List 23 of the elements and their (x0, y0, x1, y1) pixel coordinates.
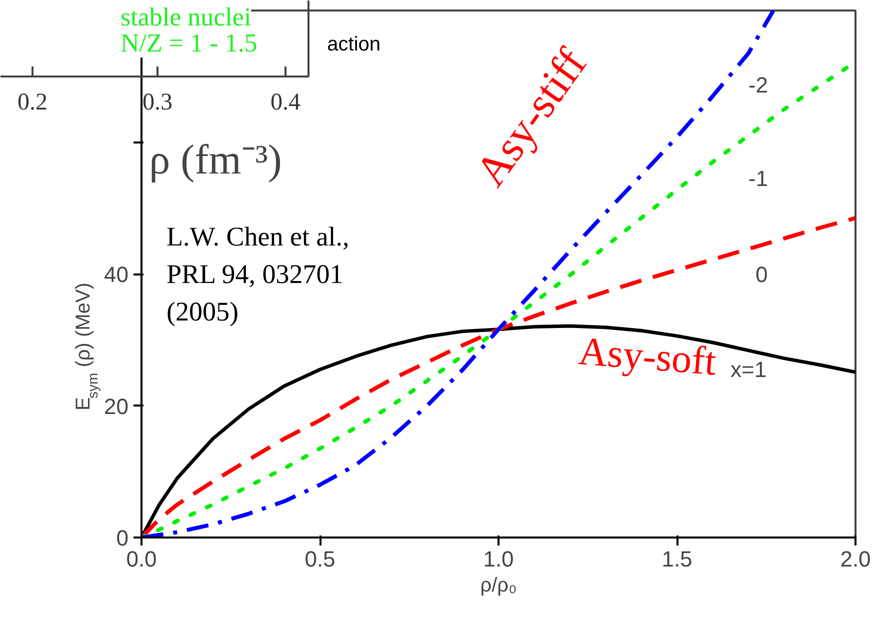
y-tick-label: 0 (116, 526, 129, 550)
x-tick-label: 1.5 (662, 546, 692, 572)
y-tick-label: 20 (104, 394, 129, 419)
annotation: Asy-soft (577, 328, 718, 384)
annotation: 0.4 (270, 90, 300, 116)
annotation: L.W. Chen et al., PRL 94, 032701 (2005) (166, 221, 350, 326)
text: 0.2 (18, 90, 48, 116)
x-tick-label: 0.0 (126, 546, 157, 572)
y-axis-title: Esym (ρ) (MeV) (72, 282, 100, 410)
annotation: N/Z = 1 - 1.5 (120, 28, 258, 58)
series-label: -2 (748, 72, 768, 98)
x-axis-title: ρ/ρ₀ (480, 574, 517, 596)
series-label: x=1 (730, 357, 767, 382)
text: ρ (fm⁻³) (149, 138, 282, 184)
series-label: 0 (756, 262, 768, 287)
x-tick-label: 0.5 (304, 546, 336, 572)
y-tick-label: 40 (104, 262, 129, 287)
x-tick-label: 1.0 (483, 546, 514, 572)
x-tick-label: 2.0 (840, 546, 871, 572)
annotation: 0.3 (142, 90, 172, 116)
annotation: stable nuclei (120, 2, 252, 32)
series-label: -1 (748, 166, 768, 191)
annotation: action (327, 34, 381, 56)
